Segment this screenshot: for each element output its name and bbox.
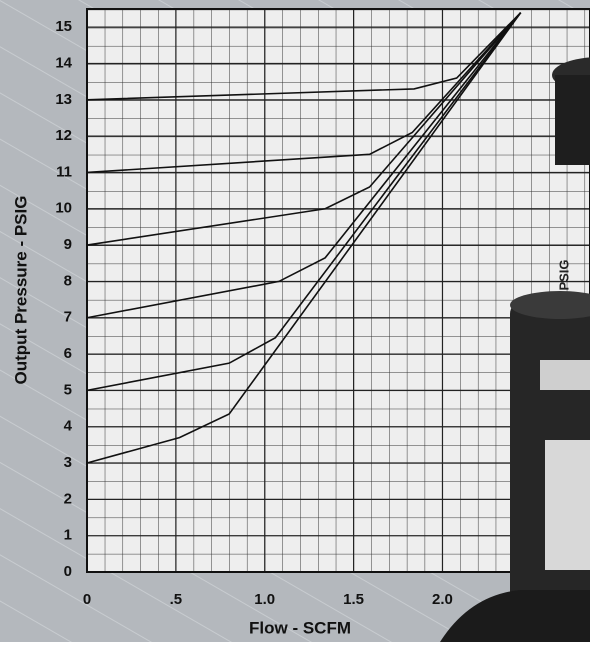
- line: [86, 12, 522, 319]
- x-tick-label: 0: [83, 591, 91, 608]
- y-tick-label: 12: [55, 127, 72, 144]
- y-tick-label: 7: [64, 309, 72, 326]
- y-axis-title: Output Pressure - PSIG: [11, 196, 30, 385]
- y-tick-label: 1: [64, 527, 72, 544]
- y-tick-label: 2: [64, 490, 72, 507]
- plot-border: [86, 8, 590, 573]
- line: [86, 12, 522, 392]
- y-tick-label: 5: [64, 381, 72, 398]
- photo-label: PSIG: [556, 259, 571, 290]
- y-tick-label: 8: [64, 272, 72, 289]
- x-tick-label: 1.5: [343, 591, 364, 608]
- y-tick-label: 10: [55, 200, 72, 217]
- x-tick-label: .5: [170, 591, 183, 608]
- y-tick-label: 3: [64, 454, 72, 471]
- y-tick-label: 9: [64, 236, 72, 253]
- y-tick-label: 0: [64, 563, 72, 580]
- x-tick-label: 1.0: [254, 591, 275, 608]
- line: [86, 12, 522, 174]
- y-tick-label: 15: [55, 18, 72, 35]
- line: [86, 12, 522, 464]
- y-tick-label: 14: [55, 54, 72, 71]
- minor-grid: [87, 9, 590, 572]
- y-tick-label: 13: [55, 91, 72, 108]
- y-tick-label: 4: [64, 418, 73, 435]
- product-photo: [440, 57, 590, 642]
- y-tick-label: 11: [56, 163, 72, 180]
- x-tick-label: 2.0: [432, 591, 453, 608]
- x-axis-title: Flow - SCFM: [249, 618, 351, 637]
- y-tick-label: 6: [64, 345, 72, 362]
- line: [86, 12, 522, 246]
- line: [86, 12, 522, 101]
